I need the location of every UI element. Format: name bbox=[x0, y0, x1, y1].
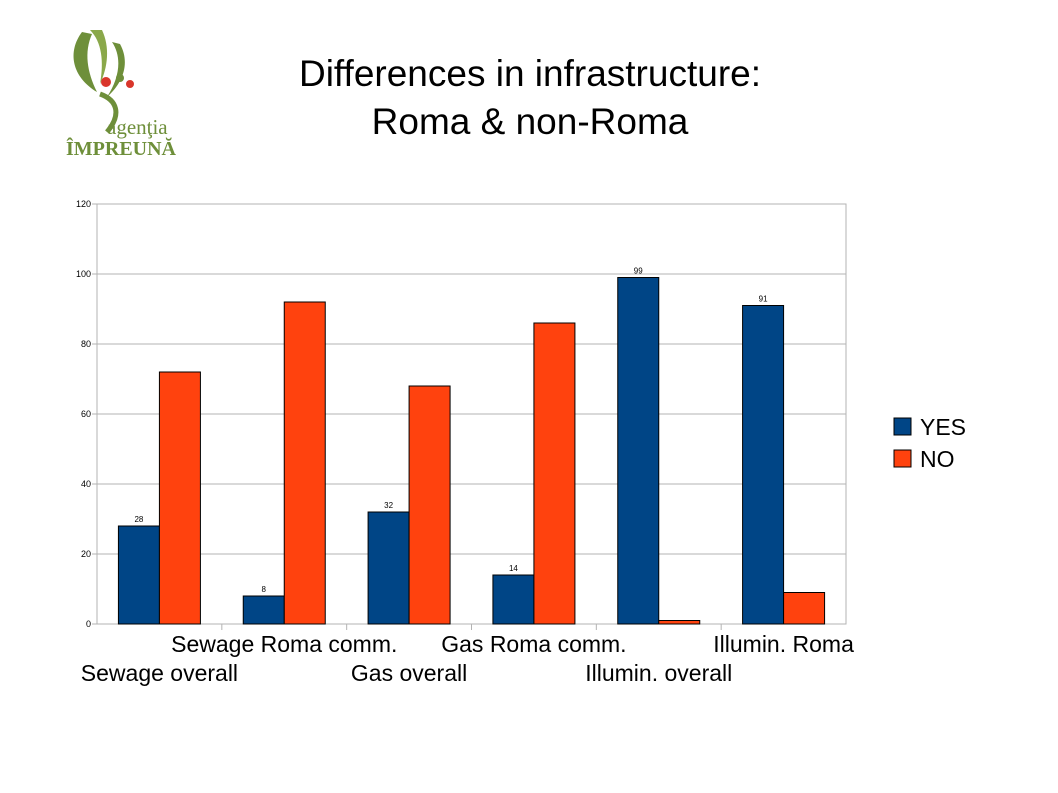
category-label: Sewage Roma comm. bbox=[171, 631, 397, 657]
title-line-1: Differences in infrastructure: bbox=[298, 53, 761, 94]
bar-no bbox=[533, 322, 576, 625]
data-label: 32 bbox=[384, 501, 393, 510]
category-label: Gas Roma comm. bbox=[441, 631, 626, 657]
category-label: Sewage overall bbox=[81, 660, 238, 686]
bar-yes bbox=[117, 525, 160, 625]
bar-yes bbox=[492, 574, 535, 625]
category-label: Illumin. Roma bbox=[713, 631, 854, 657]
bar-yes bbox=[617, 277, 660, 625]
data-label: 99 bbox=[634, 267, 643, 276]
bar-yes bbox=[742, 305, 785, 625]
logo-graphic: agenţia ÎMPREUNĂ bbox=[66, 30, 177, 160]
legend-swatch-yes bbox=[893, 417, 912, 436]
data-label: 28 bbox=[134, 515, 143, 524]
bar-no bbox=[658, 620, 701, 625]
bar-no bbox=[283, 301, 326, 625]
legend-label-no: NO bbox=[920, 446, 955, 472]
svg-text:ÎMPREUNĂ: ÎMPREUNĂ bbox=[66, 136, 177, 160]
bar-no bbox=[783, 592, 826, 625]
legend-swatch-no bbox=[893, 449, 912, 468]
y-tick-label: 0 bbox=[86, 619, 91, 629]
bar-no bbox=[408, 385, 451, 625]
legend-label-yes: YES bbox=[920, 414, 966, 440]
y-tick-label: 120 bbox=[76, 199, 91, 209]
data-label: 14 bbox=[509, 564, 518, 573]
agentia-impreuna-logo: agenţia ÎMPREUNĂ bbox=[62, 22, 192, 162]
category-label: Illumin. overall bbox=[585, 660, 732, 686]
bar-no bbox=[158, 371, 201, 625]
y-tick-label: 80 bbox=[81, 339, 91, 349]
y-tick-label: 60 bbox=[81, 409, 91, 419]
bar-yes bbox=[242, 595, 285, 625]
y-tick-label: 100 bbox=[76, 269, 91, 279]
bar-yes bbox=[367, 511, 410, 625]
title-line-2: Roma & non-Roma bbox=[371, 101, 689, 142]
data-label: 91 bbox=[759, 295, 768, 304]
svg-text:agenţia: agenţia bbox=[107, 115, 168, 139]
category-label: Gas overall bbox=[351, 660, 467, 686]
y-tick-label: 40 bbox=[81, 479, 91, 489]
slide-title: Differences in infrastructure: Roma & no… bbox=[230, 50, 830, 146]
y-tick-label: 20 bbox=[81, 549, 91, 559]
data-label: 8 bbox=[262, 585, 267, 594]
